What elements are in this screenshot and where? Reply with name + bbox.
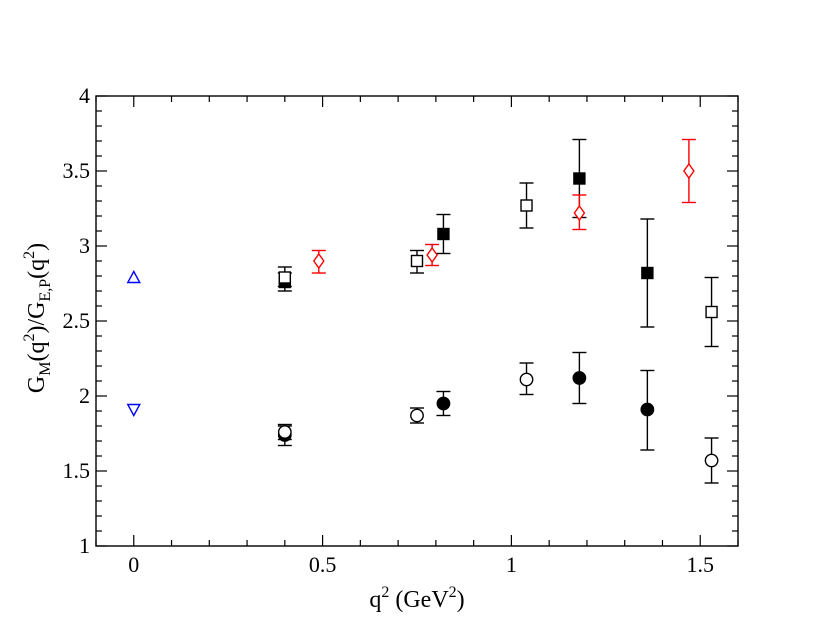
filled-circles-point: [572, 371, 587, 385]
plot-frame: [95, 95, 739, 547]
filled-squares-point: [573, 172, 586, 185]
open-circles-point: [704, 453, 719, 468]
x-tick-label: 1.5: [686, 552, 714, 577]
blue-down-triangle-point: [126, 403, 141, 417]
open-squares-point: [410, 254, 424, 268]
open-squares-point: [705, 305, 718, 319]
y-tick-label: 3.5: [63, 158, 91, 183]
filled-circles-point: [640, 402, 655, 417]
x-tick-label: 1: [506, 552, 517, 577]
y-tick-label: 2.5: [63, 308, 91, 333]
data-marks: [126, 138, 719, 484]
open-circles-point: [277, 425, 292, 439]
red-diamonds-point: [312, 252, 325, 270]
x-tick-label: 0.5: [309, 552, 337, 577]
filled-squares-point: [641, 266, 654, 280]
y-tick-label: 1.5: [63, 458, 91, 483]
axis-ticks: [95, 95, 739, 547]
y-tick-label: 3: [79, 233, 90, 258]
red-diamonds-point: [573, 204, 586, 222]
y-tick-label: 1: [79, 533, 90, 558]
filled-circles-point: [436, 396, 451, 411]
y-tick-label: 4: [79, 83, 90, 108]
x-tick-label: 0: [128, 552, 139, 577]
y-axis-title: GM(q2)/GE,P(q2): [21, 243, 54, 393]
open-circles-point: [410, 408, 424, 423]
y-tick-label: 2: [79, 383, 90, 408]
svg-text:GM(q2)/GE,P(q2): GM(q2)/GE,P(q2): [21, 243, 54, 393]
red-diamonds-point: [426, 246, 438, 264]
x-axis-title: q2 (GeV2): [369, 584, 464, 613]
filled-squares-point: [437, 227, 450, 241]
open-circles-point: [519, 372, 534, 387]
red-diamonds-point: [683, 162, 695, 180]
open-squares-point: [520, 199, 533, 212]
axis-tick-labels: 0 0.5 1 1.5 1 1.5 2 2.5 3 3.5 4: [63, 83, 714, 577]
open-squares-point: [278, 271, 292, 284]
blue-up-triangle-point: [126, 270, 141, 284]
